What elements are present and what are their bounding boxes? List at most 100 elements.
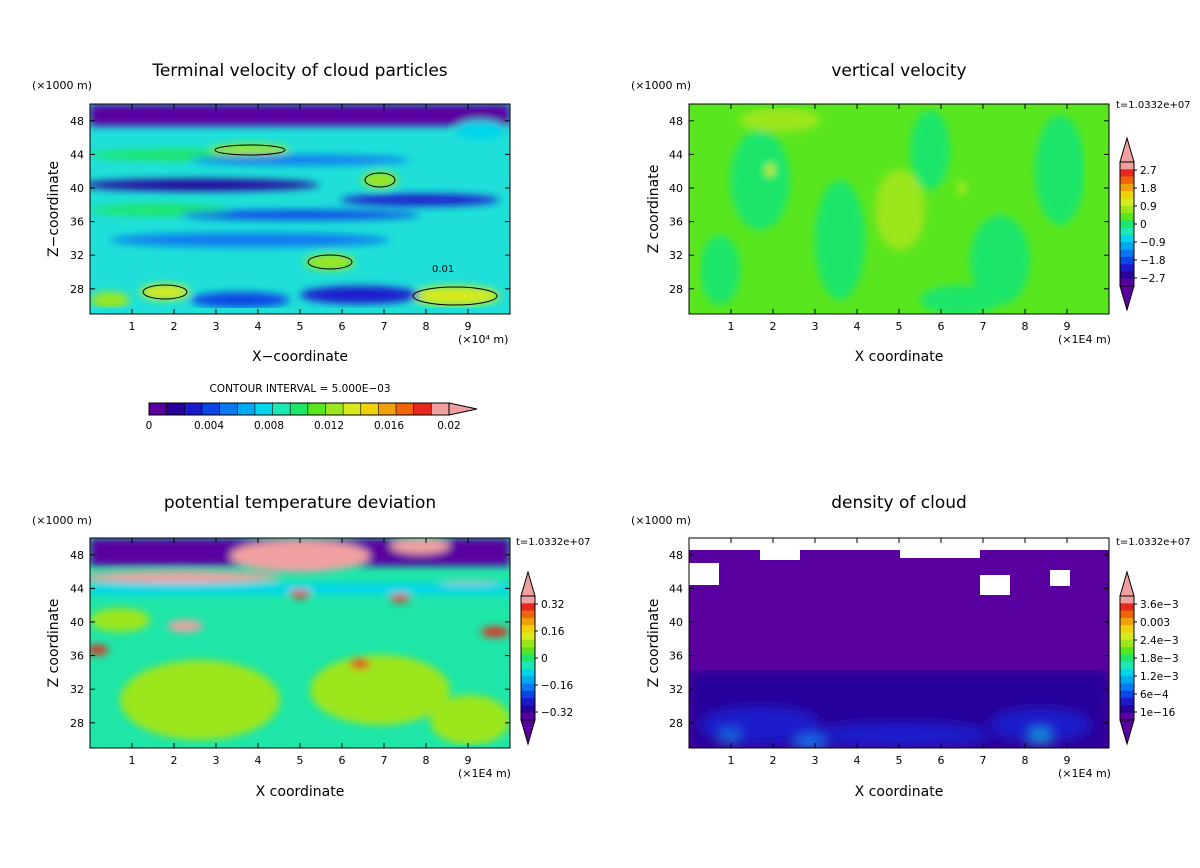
y-tick-label: 36 bbox=[669, 650, 683, 663]
x-unit-label: (×1E4 m) bbox=[1058, 333, 1111, 346]
colorbar-extend-arrow bbox=[448, 402, 478, 416]
axes: 1 2 3 4 5 6 7 8 9 28 32 36 40 44 48 bbox=[70, 538, 510, 767]
plot-area bbox=[689, 538, 1109, 748]
x-tick-label: 3 bbox=[812, 320, 819, 333]
colorbar-extend-arrow bbox=[1119, 136, 1135, 163]
colorbar-swatch bbox=[1120, 242, 1134, 250]
colorbar-label: 1.8e−3 bbox=[1140, 653, 1179, 665]
colorbar-swatch bbox=[1120, 698, 1134, 706]
colorbar-swatch bbox=[521, 712, 535, 721]
y-tick-label: 44 bbox=[70, 582, 84, 595]
colorbar-label: −0.32 bbox=[541, 707, 573, 719]
colorbar-swatch bbox=[166, 403, 185, 415]
colorbar-swatch bbox=[1120, 205, 1134, 214]
colorbar-swatch bbox=[413, 403, 432, 415]
colorbar-swatch bbox=[1120, 183, 1134, 192]
plot-area bbox=[90, 538, 510, 748]
chart-title: vertical velocity bbox=[831, 61, 966, 81]
colorbar-swatch bbox=[521, 625, 535, 633]
x-tick-label: 2 bbox=[171, 320, 178, 333]
colorbar-swatch bbox=[201, 403, 220, 415]
colorbar-label: 0.008 bbox=[254, 420, 284, 432]
colorbar-label: 0.9 bbox=[1140, 201, 1157, 213]
panel-terminal-velocity: Terminal velocity of cloud particles (×1… bbox=[32, 61, 511, 432]
y-tick-label: 48 bbox=[70, 115, 84, 128]
colorbar-swatch bbox=[1120, 213, 1134, 221]
x-unit-label: (×10⁴ m) bbox=[458, 333, 508, 346]
x-tick-label: 4 bbox=[854, 320, 861, 333]
y-tick-label: 32 bbox=[70, 249, 84, 262]
colorbar-swatch bbox=[1120, 617, 1134, 626]
y-axis-label: Z coordinate bbox=[646, 599, 662, 688]
panel-vertical-velocity: vertical velocity (×1000 m) t=1.0332e+07… bbox=[631, 61, 1191, 365]
colorbar-swatch bbox=[1120, 654, 1134, 662]
colorbar-swatch bbox=[1120, 639, 1134, 648]
x-tick-label: 9 bbox=[465, 320, 472, 333]
x-tick-label: 6 bbox=[938, 754, 945, 767]
colorbar-label: −1.8 bbox=[1140, 255, 1166, 267]
colorbar-swatch bbox=[1120, 198, 1134, 207]
x-tick-label: 7 bbox=[381, 320, 388, 333]
colorbar: 2.7 1.8 0.9 0 −0.9 −1.8 −2.7 bbox=[1119, 136, 1166, 312]
y-tick-label: 44 bbox=[70, 148, 84, 161]
axes: 1 2 3 4 5 6 7 8 9 28 32 36 40 44 48 bbox=[669, 538, 1109, 767]
x-tick-label: 9 bbox=[1064, 754, 1071, 767]
colorbar-label: 2.7 bbox=[1140, 165, 1157, 177]
colorbar-swatch bbox=[521, 690, 535, 699]
colorbar-label: 1.8 bbox=[1140, 183, 1157, 195]
y-tick-label: 36 bbox=[70, 650, 84, 663]
colorbar: 0.32 0.16 0 −0.16 −0.32 bbox=[520, 570, 573, 746]
colorbar-label: 2.4e−3 bbox=[1140, 635, 1179, 647]
x-tick-label: 8 bbox=[423, 754, 430, 767]
x-tick-label: 9 bbox=[1064, 320, 1071, 333]
colorbar: 0 0.004 0.008 0.012 0.016 0.02 bbox=[146, 402, 478, 432]
x-tick-label: 7 bbox=[980, 320, 987, 333]
y-unit-label: (×1000 m) bbox=[631, 514, 691, 527]
x-tick-label: 9 bbox=[465, 754, 472, 767]
colorbar-swatch bbox=[1120, 264, 1134, 272]
chart-title: Terminal velocity of cloud particles bbox=[151, 61, 447, 81]
colorbar-swatch bbox=[521, 661, 535, 670]
colorbar-swatch bbox=[1120, 176, 1134, 185]
x-tick-label: 8 bbox=[423, 320, 430, 333]
colorbar-swatch bbox=[184, 403, 203, 415]
colorbar-label: 0 bbox=[541, 653, 548, 665]
colorbar-label: 0.004 bbox=[194, 420, 224, 432]
colorbar-swatch bbox=[521, 610, 535, 619]
x-tick-label: 2 bbox=[770, 320, 777, 333]
x-axis-label: X−coordinate bbox=[252, 349, 348, 365]
x-tick-label: 4 bbox=[854, 754, 861, 767]
x-tick-label: 7 bbox=[980, 754, 987, 767]
colorbar-swatch bbox=[521, 647, 535, 655]
colorbar-swatch bbox=[1120, 690, 1134, 699]
colorbar-swatch bbox=[1120, 256, 1134, 265]
x-axis-label: X coordinate bbox=[855, 784, 944, 800]
colorbar-swatch bbox=[1120, 220, 1134, 228]
colorbar-label: 0 bbox=[146, 420, 153, 432]
x-tick-label: 5 bbox=[297, 320, 304, 333]
colorbar-swatch bbox=[1120, 632, 1134, 641]
x-tick-label: 2 bbox=[171, 754, 178, 767]
colorbar-swatch bbox=[1120, 249, 1134, 258]
panel-density-of-cloud: density of cloud (×1000 m) t=1.0332e+07 … bbox=[631, 493, 1191, 800]
colorbar-swatch bbox=[254, 403, 273, 415]
x-tick-label: 1 bbox=[129, 754, 136, 767]
x-tick-label: 3 bbox=[213, 754, 220, 767]
x-tick-label: 6 bbox=[339, 320, 346, 333]
panel-potential-temperature: potential temperature deviation (×1000 m… bbox=[32, 493, 591, 800]
colorbar-swatch bbox=[1120, 676, 1134, 684]
contour-interval-text: CONTOUR INTERVAL = 5.000E−03 bbox=[209, 383, 390, 395]
x-tick-label: 1 bbox=[728, 754, 735, 767]
time-label: t=1.0332e+07 bbox=[1116, 100, 1191, 111]
colorbar-swatch bbox=[521, 676, 535, 684]
colorbar-swatch bbox=[1120, 234, 1134, 243]
colorbar-swatch bbox=[1120, 227, 1134, 236]
x-tick-label: 2 bbox=[770, 754, 777, 767]
y-tick-label: 48 bbox=[669, 115, 683, 128]
colorbar-swatch bbox=[1120, 610, 1134, 619]
colorbar-extend-arrow bbox=[1119, 719, 1135, 746]
time-label: t=1.0332e+07 bbox=[516, 537, 591, 548]
colorbar-label: 0.02 bbox=[437, 420, 460, 432]
x-tick-label: 3 bbox=[213, 320, 220, 333]
